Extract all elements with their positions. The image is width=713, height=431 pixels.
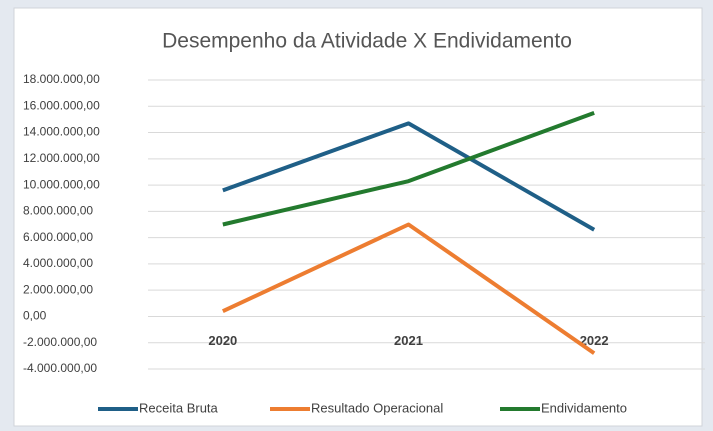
y-tick-label: 10.000.000,00 xyxy=(23,177,100,191)
legend-label: Endividamento xyxy=(541,400,627,415)
y-tick-label: 6.000.000,00 xyxy=(23,230,93,244)
y-tick-label: 0,00 xyxy=(23,309,47,323)
x-tick-label: 2022 xyxy=(580,333,609,348)
y-tick-label: 16.000.000,00 xyxy=(23,98,100,112)
chart-title: Desempenho da Atividade X Endividamento xyxy=(162,30,572,53)
y-tick-label: -4.000.000,00 xyxy=(23,361,97,375)
y-tick-label: 8.000.000,00 xyxy=(23,204,93,218)
chart-panel xyxy=(13,7,703,427)
y-tick-label: 4.000.000,00 xyxy=(23,256,93,270)
x-tick-label: 2020 xyxy=(208,333,237,348)
x-tick-label: 2021 xyxy=(394,333,423,348)
legend-label: Resultado Operacional xyxy=(311,400,443,415)
series-line xyxy=(222,121,596,232)
legend-label: Receita Bruta xyxy=(139,400,219,415)
y-tick-label: 18.000.000,00 xyxy=(23,72,100,86)
y-tick-label: -2.000.000,00 xyxy=(23,335,97,349)
series-line xyxy=(222,110,595,227)
y-tick-label: 14.000.000,00 xyxy=(23,125,100,139)
y-tick-label: 12.000.000,00 xyxy=(23,151,100,165)
series-line xyxy=(221,222,596,355)
y-tick-label: 2.000.000,00 xyxy=(23,282,93,296)
